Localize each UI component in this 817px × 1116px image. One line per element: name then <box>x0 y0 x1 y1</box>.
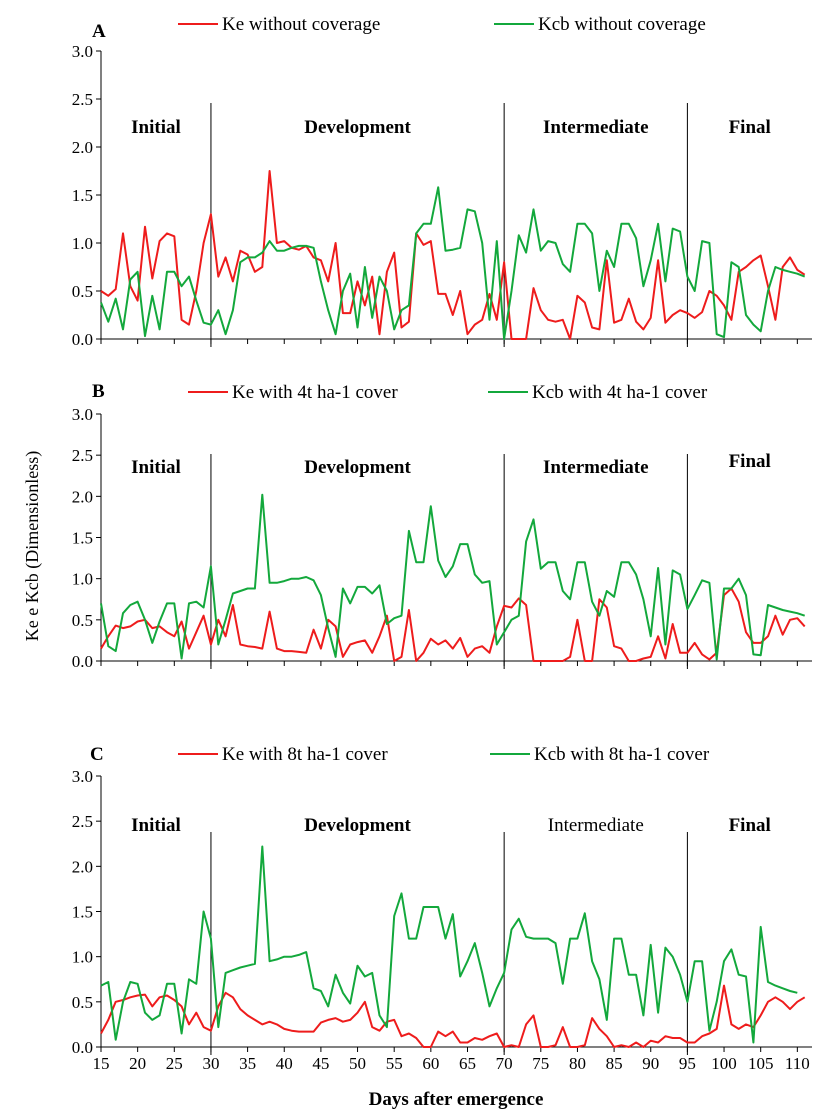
x-tick-label: 100 <box>711 1054 737 1073</box>
y-tick-label: 1.0 <box>72 234 93 253</box>
y-tick-label: 0.5 <box>72 993 93 1012</box>
legend-label-ke: Ke with 4t ha-1 cover <box>232 382 398 403</box>
y-tick-label: 3.0 <box>72 405 93 424</box>
x-tick-label: 105 <box>748 1054 774 1073</box>
y-tick-label: 2.5 <box>72 446 93 465</box>
x-tick-label: 40 <box>276 1054 293 1073</box>
x-tick-label: 25 <box>166 1054 183 1073</box>
panel-a: A Ke without coverage Kcb without coverage… <box>72 14 812 349</box>
y-tick-label: 3.0 <box>72 42 93 61</box>
y-tick-label: 0.0 <box>72 330 93 349</box>
y-tick-label: 2.0 <box>72 487 93 506</box>
y-tick-label: 1.0 <box>72 570 93 589</box>
x-tick-label: 80 <box>569 1054 586 1073</box>
legend-label-ke: Ke without coverage <box>222 14 380 35</box>
phase-label-initial: Initial <box>131 117 181 138</box>
x-axis-title: Days after emergence <box>369 1089 544 1110</box>
x-tick-label: 60 <box>422 1054 439 1073</box>
phase-label-development: Development <box>304 815 411 836</box>
y-tick-label: 2.0 <box>72 857 93 876</box>
x-tick-label: 35 <box>239 1054 256 1073</box>
x-tick-label: 55 <box>386 1054 403 1073</box>
y-tick-label: 3.0 <box>72 767 93 786</box>
phase-label-final: Final <box>729 815 771 836</box>
y-tick-label: 0.0 <box>72 1038 93 1057</box>
y-tick-label: 1.5 <box>72 529 93 548</box>
series-line-kcb <box>100 493 806 661</box>
series-line-ke <box>100 170 806 340</box>
x-tick-label: 45 <box>312 1054 329 1073</box>
panel-letter: C <box>90 744 104 765</box>
phase-label-intermediate: Intermediate <box>548 815 644 836</box>
x-tick-label: 110 <box>785 1054 810 1073</box>
y-tick-label: 2.5 <box>72 90 93 109</box>
y-tick-label: 1.5 <box>72 186 93 205</box>
phase-label-development: Development <box>304 457 411 478</box>
x-tick-label: 75 <box>532 1054 549 1073</box>
y-tick-label: 0.0 <box>72 652 93 671</box>
phase-label-final: Final <box>729 117 771 138</box>
panel-letter: A <box>92 21 106 42</box>
series-line-kcb <box>100 845 798 1044</box>
phase-label-initial: Initial <box>131 457 181 478</box>
x-tick-label: 90 <box>642 1054 659 1073</box>
x-tick-label: 15 <box>93 1054 110 1073</box>
legend-label-ke: Ke with 8t ha-1 cover <box>222 744 388 765</box>
x-tick-label: 65 <box>459 1054 476 1073</box>
x-tick-label: 70 <box>496 1054 513 1073</box>
x-tick-label: 95 <box>679 1054 696 1073</box>
legend-label-kcb: Kcb without coverage <box>538 14 706 35</box>
phase-label-intermediate: Intermediate <box>543 117 649 138</box>
x-tick-label: 50 <box>349 1054 366 1073</box>
y-tick-label: 0.5 <box>72 611 93 630</box>
phase-label-initial: Initial <box>131 815 181 836</box>
x-tick-label: 30 <box>202 1054 219 1073</box>
y-axis-title: Ke e Kcb (Dimensionless) <box>22 451 43 641</box>
panel-letter: B <box>92 381 105 402</box>
phase-label-intermediate: Intermediate <box>543 457 649 478</box>
phase-label-final: Final <box>729 451 771 472</box>
y-tick-label: 2.0 <box>72 138 93 157</box>
legend-label-kcb: Kcb with 4t ha-1 cover <box>532 382 708 403</box>
panel-c: C Ke with 8t ha-1 cover Kcb with 8t ha-1 c… <box>72 744 812 1073</box>
y-tick-label: 2.5 <box>72 812 93 831</box>
panel-b: B Ke with 4t ha-1 cover Kcb with 4t ha-1 c… <box>72 381 812 671</box>
y-tick-label: 1.0 <box>72 948 93 967</box>
series-line-kcb <box>100 186 806 340</box>
x-tick-label: 85 <box>606 1054 623 1073</box>
y-tick-label: 1.5 <box>72 903 93 922</box>
legend-label-kcb: Kcb with 8t ha-1 cover <box>534 744 710 765</box>
series-line-ke <box>100 587 806 662</box>
y-tick-label: 0.5 <box>72 282 93 301</box>
x-tick-label: 20 <box>129 1054 146 1073</box>
phase-label-development: Development <box>304 117 411 138</box>
series-line-ke <box>100 984 806 1048</box>
